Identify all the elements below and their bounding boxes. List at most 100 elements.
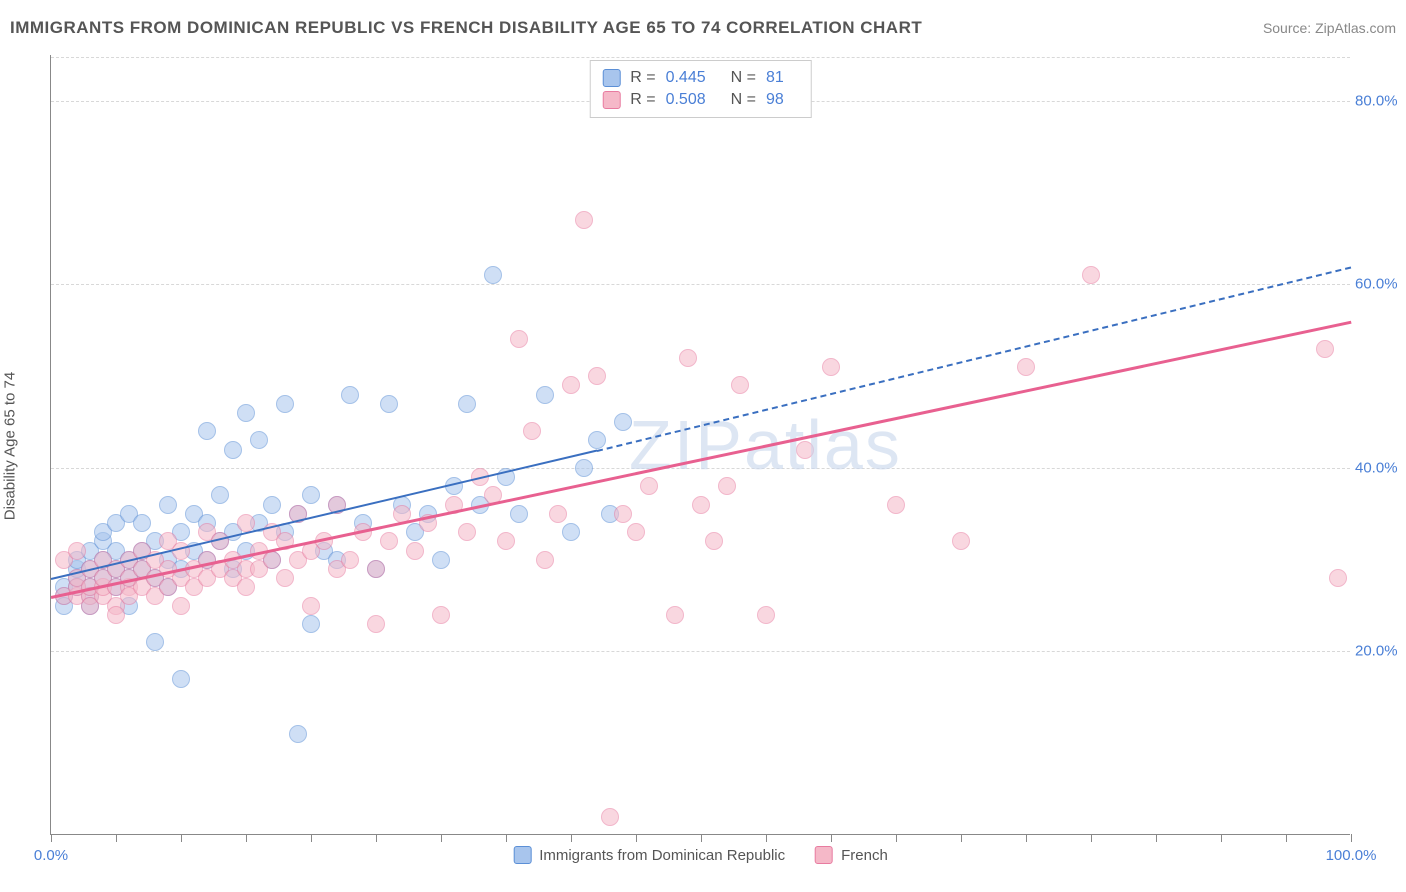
gridline	[51, 468, 1350, 469]
legend-swatch-icon	[602, 69, 620, 87]
data-point	[159, 496, 177, 514]
trend-line	[597, 266, 1351, 451]
data-point	[523, 422, 541, 440]
data-point	[510, 505, 528, 523]
data-point	[172, 670, 190, 688]
data-point	[731, 376, 749, 394]
data-point	[562, 376, 580, 394]
data-point	[536, 386, 554, 404]
x-tick-label: 100.0%	[1326, 847, 1377, 864]
data-point	[432, 551, 450, 569]
r-label: R =	[630, 91, 655, 109]
data-point	[627, 523, 645, 541]
data-point	[172, 597, 190, 615]
x-tick	[701, 834, 702, 842]
data-point	[341, 551, 359, 569]
data-point	[536, 551, 554, 569]
x-tick	[1221, 834, 1222, 842]
data-point	[341, 386, 359, 404]
x-tick	[116, 834, 117, 842]
x-tick	[1351, 834, 1352, 842]
data-point	[718, 477, 736, 495]
data-point	[276, 395, 294, 413]
data-point	[68, 542, 86, 560]
gridline	[51, 284, 1350, 285]
data-point	[575, 459, 593, 477]
data-point	[224, 441, 242, 459]
x-tick	[1091, 834, 1092, 842]
x-tick-label: 0.0%	[34, 847, 68, 864]
x-tick	[766, 834, 767, 842]
x-tick	[571, 834, 572, 842]
x-tick	[1156, 834, 1157, 842]
data-point	[1082, 266, 1100, 284]
data-point	[484, 266, 502, 284]
legend-item: Immigrants from Dominican Republic	[513, 846, 785, 864]
data-point	[588, 431, 606, 449]
data-point	[263, 496, 281, 514]
trend-line	[51, 321, 1352, 599]
r-value: 0.445	[666, 69, 706, 87]
data-point	[588, 367, 606, 385]
r-value: 0.508	[666, 91, 706, 109]
data-point	[1329, 569, 1347, 587]
n-value: 81	[766, 69, 784, 87]
x-tick	[441, 834, 442, 842]
legend-label: French	[841, 847, 888, 864]
x-tick	[636, 834, 637, 842]
data-point	[614, 413, 632, 431]
r-label: R =	[630, 69, 655, 87]
data-point	[952, 532, 970, 550]
data-point	[510, 330, 528, 348]
y-tick-label: 20.0%	[1355, 643, 1406, 660]
data-point	[276, 569, 294, 587]
source-label: Source: ZipAtlas.com	[1263, 20, 1396, 36]
data-point	[640, 477, 658, 495]
n-label: N =	[731, 91, 756, 109]
y-tick-label: 80.0%	[1355, 92, 1406, 109]
legend-stats: R = 0.445 N = 81 R = 0.508 N = 98	[589, 60, 812, 118]
legend-item: French	[815, 846, 888, 864]
legend-stat-row: R = 0.508 N = 98	[602, 89, 799, 111]
gridline	[51, 651, 1350, 652]
data-point	[458, 395, 476, 413]
y-tick-label: 60.0%	[1355, 276, 1406, 293]
data-point	[887, 496, 905, 514]
data-point	[302, 486, 320, 504]
data-point	[458, 523, 476, 541]
data-point	[367, 560, 385, 578]
data-point	[237, 514, 255, 532]
data-point	[549, 505, 567, 523]
data-point	[367, 615, 385, 633]
data-point	[211, 486, 229, 504]
x-tick	[1026, 834, 1027, 842]
data-point	[302, 615, 320, 633]
data-point	[666, 606, 684, 624]
x-tick	[376, 834, 377, 842]
chart-title: IMMIGRANTS FROM DOMINICAN REPUBLIC VS FR…	[10, 18, 922, 38]
data-point	[250, 431, 268, 449]
data-point	[133, 514, 151, 532]
data-point	[601, 808, 619, 826]
x-tick	[831, 834, 832, 842]
data-point	[614, 505, 632, 523]
data-point	[757, 606, 775, 624]
data-point	[497, 532, 515, 550]
data-point	[380, 395, 398, 413]
legend-swatch-icon	[815, 846, 833, 864]
data-point	[380, 532, 398, 550]
data-point	[692, 496, 710, 514]
data-point	[302, 597, 320, 615]
legend-stat-row: R =0.445N =81	[602, 67, 799, 89]
y-tick-label: 40.0%	[1355, 459, 1406, 476]
n-value: 98	[766, 91, 784, 109]
scatter-plot: ZIPatlas R =0.445N =81R =0.508N =98 Immi…	[50, 55, 1350, 835]
data-point	[289, 725, 307, 743]
data-point	[237, 404, 255, 422]
data-point	[705, 532, 723, 550]
legend-series: Immigrants from Dominican Republic French	[513, 846, 888, 864]
data-point	[146, 633, 164, 651]
data-point	[822, 358, 840, 376]
y-axis-label: Disability Age 65 to 74	[2, 372, 19, 520]
data-point	[1017, 358, 1035, 376]
